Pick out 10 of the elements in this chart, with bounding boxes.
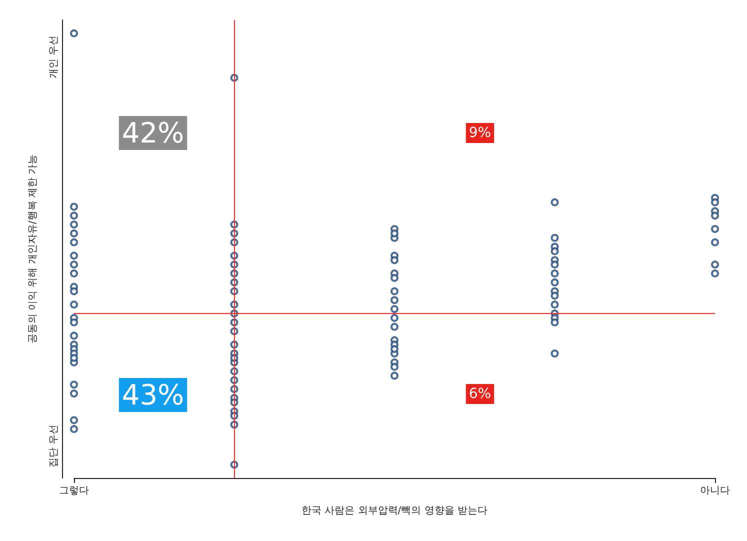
annotation: 9% — [468, 125, 492, 141]
annotation: 6% — [468, 386, 492, 402]
y-axis-title: 공동의 이익 위해 개인자유/행복 제한 가능 — [28, 154, 38, 344]
x-axis-title: 한국 사람은 외부압력/빽의 영향을 받는다 — [301, 506, 488, 516]
annotation: 43% — [122, 378, 184, 412]
x-tick-label: 아니다 — [700, 486, 730, 496]
annotation: 42% — [122, 116, 184, 150]
text: 집단 우선 — [48, 424, 60, 468]
text: 개인 우선 — [48, 35, 60, 79]
x-tick-label: 그렇다 — [59, 486, 89, 496]
